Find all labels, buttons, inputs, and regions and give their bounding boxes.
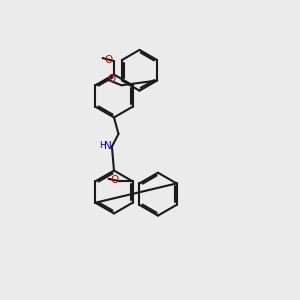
Text: N: N [104, 141, 112, 151]
Text: O: O [104, 55, 113, 64]
Text: O: O [111, 175, 119, 185]
Text: O: O [108, 74, 116, 84]
Text: H: H [99, 142, 105, 151]
